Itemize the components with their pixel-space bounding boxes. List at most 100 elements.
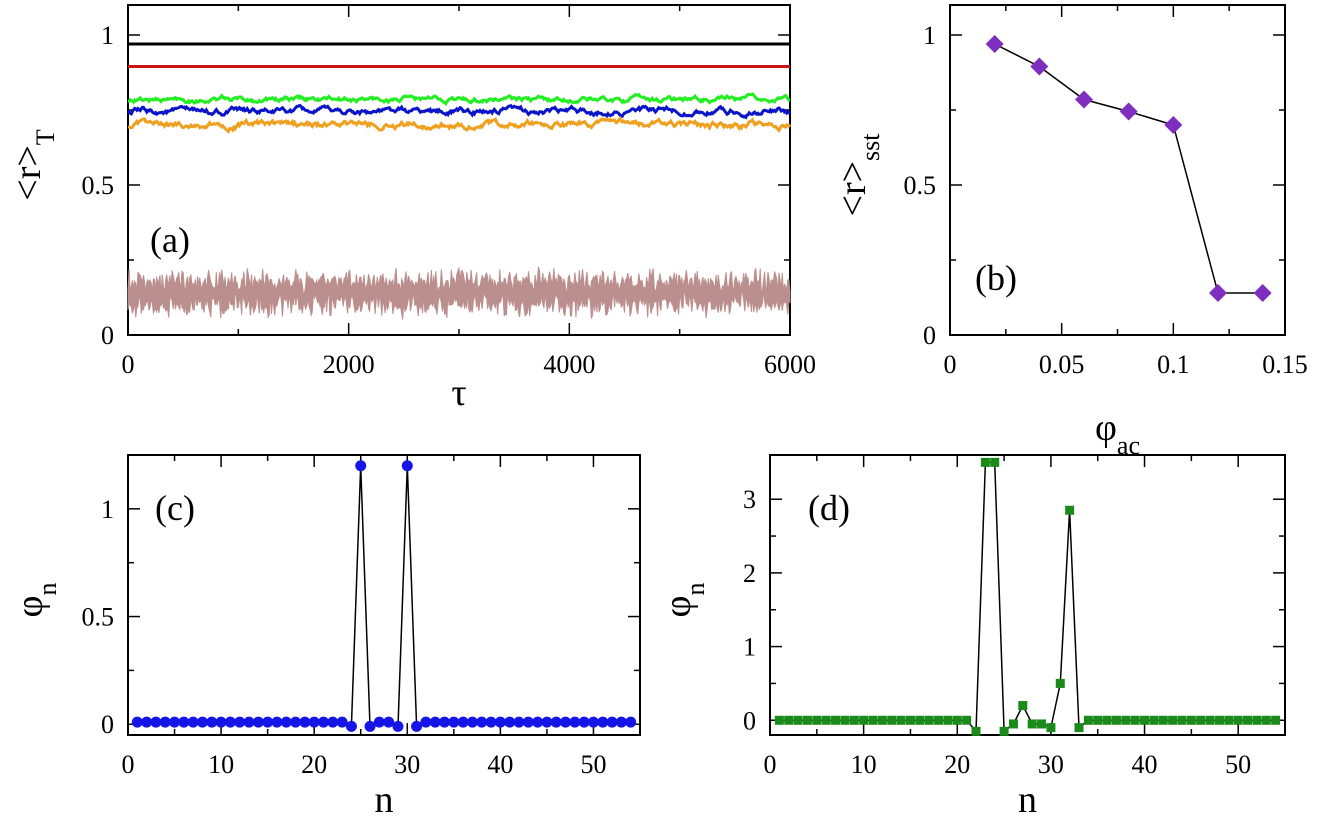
y-axis-label: φn [657, 583, 710, 618]
data-point [1111, 715, 1121, 725]
series-brown [127, 266, 791, 320]
data-point [196, 716, 208, 728]
data-point [980, 457, 990, 467]
y-axis-label-main: <r> [7, 145, 49, 201]
data-point [262, 716, 274, 728]
data-point [532, 716, 544, 728]
x-tick-label: 40 [487, 750, 513, 779]
y-axis-label-main: φ [9, 596, 51, 618]
data-point [290, 716, 302, 728]
data-point [1037, 719, 1047, 729]
series-line [994, 43, 1263, 294]
data-point [1252, 715, 1262, 725]
data-point [877, 715, 887, 725]
data-point [169, 716, 181, 728]
data-point [821, 715, 831, 725]
y-tick-label: 0 [101, 321, 114, 350]
y-axis-label: φn [9, 583, 62, 618]
data-point [1196, 715, 1206, 725]
data-point [597, 716, 609, 728]
data-point [1130, 715, 1140, 725]
data-point [271, 716, 283, 728]
data-point [345, 720, 357, 732]
data-point [141, 716, 153, 728]
y-axis-label-main: <r> [832, 161, 874, 217]
x-axis-label-sub: ac [1117, 431, 1140, 460]
series-orange [127, 115, 792, 134]
x-tick-label: 0.1 [1157, 350, 1190, 379]
x-tick-label: 0 [764, 750, 777, 779]
data-point [178, 716, 190, 728]
data-point [439, 716, 451, 728]
x-axis-label-main: n [375, 779, 394, 817]
data-point [606, 716, 618, 728]
panel-label: (a) [150, 220, 190, 260]
data-point [1119, 102, 1138, 121]
data-point [1149, 715, 1159, 725]
data-point [802, 715, 812, 725]
x-tick-label: 20 [944, 750, 970, 779]
y-tick-label: 2 [743, 559, 756, 588]
y-tick-label: 1 [923, 21, 936, 50]
data-point [1158, 715, 1168, 725]
data-point [985, 35, 1004, 53]
data-point [1253, 284, 1272, 302]
data-point [513, 716, 525, 728]
data-point [308, 716, 320, 728]
x-tick-label: 30 [1038, 750, 1064, 779]
data-point [550, 716, 562, 728]
data-point [971, 726, 981, 736]
data-point [327, 716, 339, 728]
data-point [187, 716, 199, 728]
plot-frame [769, 454, 1286, 736]
data-point [1261, 715, 1271, 725]
data-point [494, 716, 506, 728]
data-point [1271, 715, 1281, 725]
x-tick-label: 0.15 [1262, 350, 1308, 379]
y-tick-label: 1 [743, 633, 756, 662]
panel-b: 0 0.05 0.1 0.15 0 0.5 1 φac <r>sst (b) [832, 4, 1308, 460]
x-tick-label: 20 [301, 750, 327, 779]
data-point [859, 715, 869, 725]
data-point [1093, 715, 1103, 725]
data-point [1074, 723, 1084, 733]
plot-frame [127, 454, 641, 736]
data-point [448, 716, 460, 728]
x-tick-label: 0.05 [1039, 350, 1085, 379]
data-point [392, 720, 404, 732]
data-point [868, 715, 878, 725]
data-point [466, 716, 478, 728]
data-point [280, 716, 292, 728]
data-point [774, 715, 784, 725]
data-point [1186, 715, 1196, 725]
data-point [215, 716, 227, 728]
data-point [793, 715, 803, 725]
x-tick-label: 2000 [323, 350, 375, 379]
panel-a: 0 2000 4000 6000 0 0.5 1 τ <r>T (a) [7, 4, 816, 414]
y-tick-label: 0.5 [82, 603, 115, 632]
y-tick-label: 3 [743, 485, 756, 514]
data-point [485, 716, 497, 728]
data-point [569, 716, 581, 728]
data-point [541, 716, 553, 728]
data-point [1030, 57, 1049, 76]
x-axis-label: τ [451, 372, 466, 414]
x-tick-label: 0 [944, 350, 957, 379]
data-point [812, 715, 822, 725]
y-axis-label: <r>T [7, 129, 60, 201]
data-point [990, 457, 1000, 467]
panel-label: (c) [155, 488, 195, 528]
x-tick-label: 4000 [543, 350, 595, 379]
x-axis-label-main: n [1018, 779, 1037, 817]
data-point [355, 460, 367, 472]
data-point [206, 716, 218, 728]
y-tick-label: 1 [101, 495, 114, 524]
data-point [962, 715, 972, 725]
data-point [1168, 715, 1178, 725]
y-tick-label: 0 [101, 710, 114, 739]
data-point [299, 716, 311, 728]
data-point [1177, 715, 1187, 725]
